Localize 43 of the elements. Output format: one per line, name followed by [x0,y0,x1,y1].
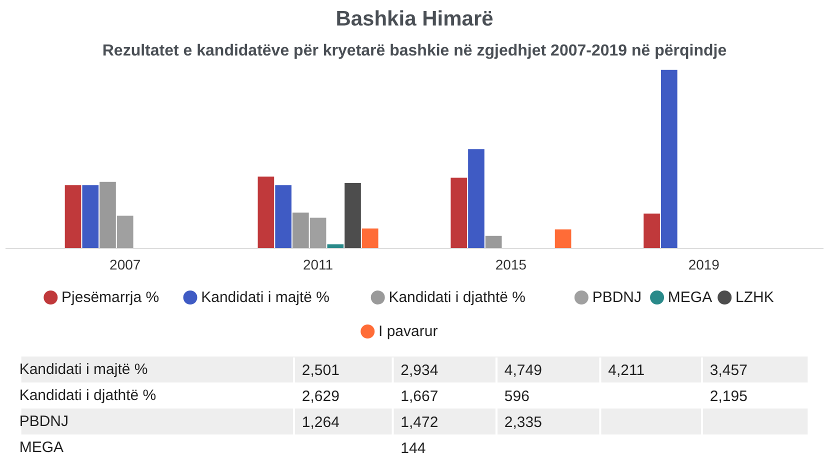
text: 144 [400,440,426,457]
bar [362,228,378,248]
legend-label: MEGA [668,289,712,306]
bar [82,185,99,248]
legend-label: I pavarur [378,323,438,340]
text: 2,629 [302,388,340,405]
chart-subtitle: Rezultatet e kandidatëve për kryetarë bashkie në zgjedhjet 2007-2019 në përqindje [102,42,727,60]
text: MEGA [19,439,64,456]
bar [554,229,572,248]
bar [485,236,502,248]
bar [275,185,292,248]
text: PBDNJ [19,413,69,430]
text: Kandidati i djathtë % [19,387,156,404]
legend-label: Pjesëmarrja % [62,289,160,306]
bar [327,244,344,248]
bar [661,70,678,248]
text: 1,667 [400,388,438,405]
text: 2,195 [710,388,748,405]
text: 2,934 [400,362,438,379]
legend-label: LZHK [735,289,774,306]
bar [644,214,660,248]
x-tick-label: 2019 [688,256,720,272]
legend-label: Kandidati i djathtë % [388,289,526,306]
x-tick-label: 2015 [495,256,527,272]
chart-title: Bashkia Himarë [336,8,494,30]
text: Kandidati i majtë % [19,361,148,378]
text: 3,457 [710,362,748,379]
bar [258,176,274,248]
text: 1,264 [302,414,340,431]
text: 2,335 [504,414,542,431]
bar [450,178,468,248]
bar [468,149,484,248]
x-tick-label: 2011 [302,256,334,272]
text: 4,211 [608,362,645,379]
text: 596 [504,388,530,405]
legend-label: PBDNJ [592,289,642,306]
text: 4,749 [504,362,542,379]
legend-label: Kandidati i majtë % [201,289,330,306]
bar [344,182,361,248]
bar [64,185,82,248]
text: 1,472 [400,414,438,431]
text: 2,501 [302,362,340,379]
x-tick-label: 2007 [110,256,141,272]
